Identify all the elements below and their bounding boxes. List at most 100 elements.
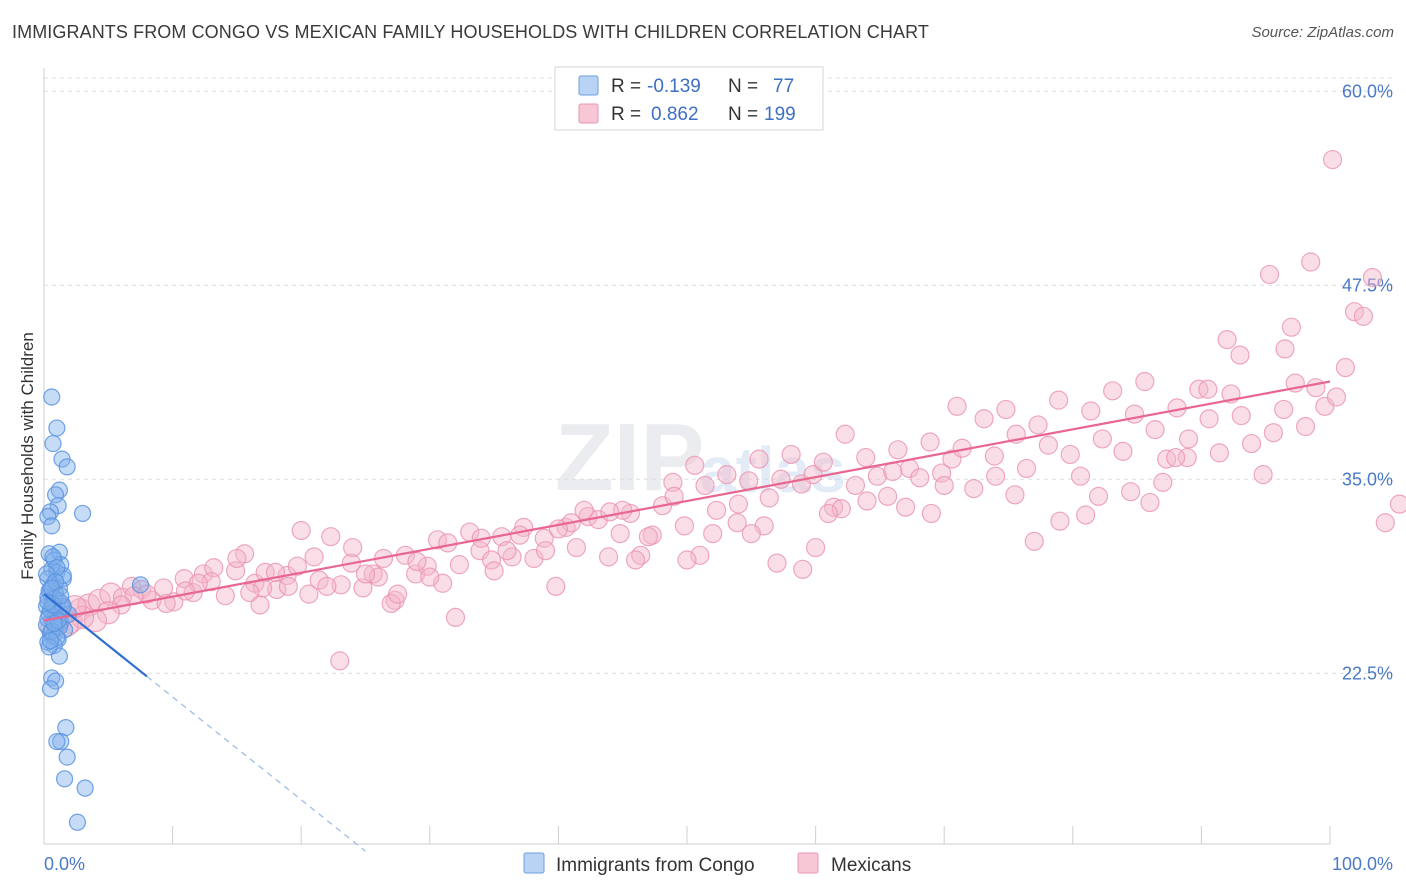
mexicans-point-80 [888,440,908,460]
stats-n-value-congo: 77 [773,76,794,97]
mexicans-point-74 [824,497,844,517]
mexicans-point-6 [99,582,123,606]
mexicans-point-124 [1353,306,1374,326]
mexicans-point-68 [759,488,779,508]
mexicans-point-64 [717,465,737,485]
congo-point-10 [73,504,92,523]
mexicans-point-184 [343,537,363,558]
congo-point-4 [58,458,76,476]
x-ticks [172,826,1331,844]
mexicans-point-27 [321,527,341,547]
mexicans-point-112 [1231,406,1251,426]
mexicans-point-137 [1166,447,1186,468]
mexicans-point-154 [818,503,839,524]
mexicans-point-50 [566,537,587,558]
mexicans-point-191 [240,582,260,603]
mexicans-point-160 [728,494,749,514]
mexicans-point-79 [878,486,898,506]
congo-point-2 [44,434,62,453]
mexicans-point-101 [1113,441,1133,461]
mexicans-point-195 [175,581,196,601]
mexicans-point-133 [1217,330,1237,350]
congo-point-0 [43,388,61,406]
mexicans-point-21 [255,562,275,583]
congo-point-9 [39,507,57,526]
mexicans-point-173 [510,525,530,545]
mexicans-point-145 [1005,485,1025,505]
congo-point-6 [46,486,65,504]
stats-r-label-congo: R = [611,76,641,97]
mexicans-point-183 [355,564,376,584]
watermark: ZIP atlas [555,404,846,511]
mexicans-point-208 [250,595,270,615]
mexicans-point-65 [727,513,747,533]
chart-title: IMMIGRANTS FROM CONGO VS MEXICAN FAMILY … [12,22,929,42]
mexicans-point-116 [1274,399,1294,420]
mexicans-point-66 [739,471,759,491]
mexicans-point-96 [1060,444,1080,465]
mexicans-point-150 [896,497,916,517]
axes [43,68,1331,845]
stats-swatch-congo [578,75,599,96]
mexicans-point-78 [867,466,887,486]
congo-point-11 [43,517,61,535]
mexicans-point-25 [299,584,319,604]
mexicans-point-115 [1263,423,1284,443]
mexicans-point-113 [1241,433,1262,454]
congo-point-8 [41,503,60,521]
mexicans-point-17 [215,586,235,606]
stats-n-value-mexicans: 199 [764,104,796,125]
mexicans-point-107 [1177,447,1197,468]
mexicans-point-174 [497,541,517,561]
x-tick-label-1: 100.0% [1332,854,1393,874]
mexicans-point-146 [986,466,1006,486]
mexicans-point-53 [598,547,619,567]
mexicans-point-163 [677,550,697,570]
mexicans-point-60 [674,516,695,536]
mexicans-point-141 [1088,486,1109,506]
mexicans-point-181 [381,593,401,614]
mexicans-point-153 [831,499,851,519]
mexicans-point-175 [484,561,504,581]
mexicans-point-130 [1301,252,1321,272]
mexicans-point-155 [805,537,826,558]
mexicans-point-94 [1038,435,1058,455]
mexicans-point-87 [964,478,984,499]
x-tick-labels: 0.0% 100.0% [44,854,1393,874]
mexicans-point-128 [1375,513,1395,533]
mexicans-point-148 [934,475,954,496]
mexicans-point-121 [1326,387,1347,407]
mexicans-point-186 [304,547,324,567]
mexicans-point-206 [330,651,350,671]
mexicans-point-16 [204,558,224,578]
mexicans-point-143 [1050,511,1070,531]
y-tick-label-1: 35.0% [1342,469,1393,489]
mexicans-point-89 [984,446,1004,466]
mexicans-point-31 [363,564,383,584]
congo-point-47 [52,732,70,751]
congo-point-48 [48,732,66,751]
mexicans-point-11 [153,578,174,598]
mexicans-point-102 [1124,404,1145,424]
mexicans-point-164 [664,486,684,506]
mexicans-point-39 [449,555,469,575]
mexicans-point-140 [1121,482,1141,502]
mexicans-point-122 [1335,357,1356,378]
x-tick-label-0: 0.0% [44,854,85,874]
mexicans-point-77 [856,447,876,468]
congo-point-56 [44,548,62,566]
congo-point-57 [48,559,66,577]
mexicans-point-93 [1028,415,1048,435]
mexicans-point-90 [996,399,1016,420]
stats-r-value-congo: -0.139 [647,76,701,97]
mexicans-point-125 [1362,267,1383,288]
mexicans-point-99 [1092,429,1112,449]
legend-swatch-mexicans [797,852,819,874]
mexicans-point-82 [910,468,930,488]
stats-r-value-mexicans: 0.862 [651,104,699,125]
mexicans-point-131 [1259,264,1280,285]
stats-box: R = -0.139 N = 77 R = 0.862 N = 199 [554,66,824,131]
mexicans-point-152 [857,491,877,511]
mexicans-point-166 [625,550,646,570]
